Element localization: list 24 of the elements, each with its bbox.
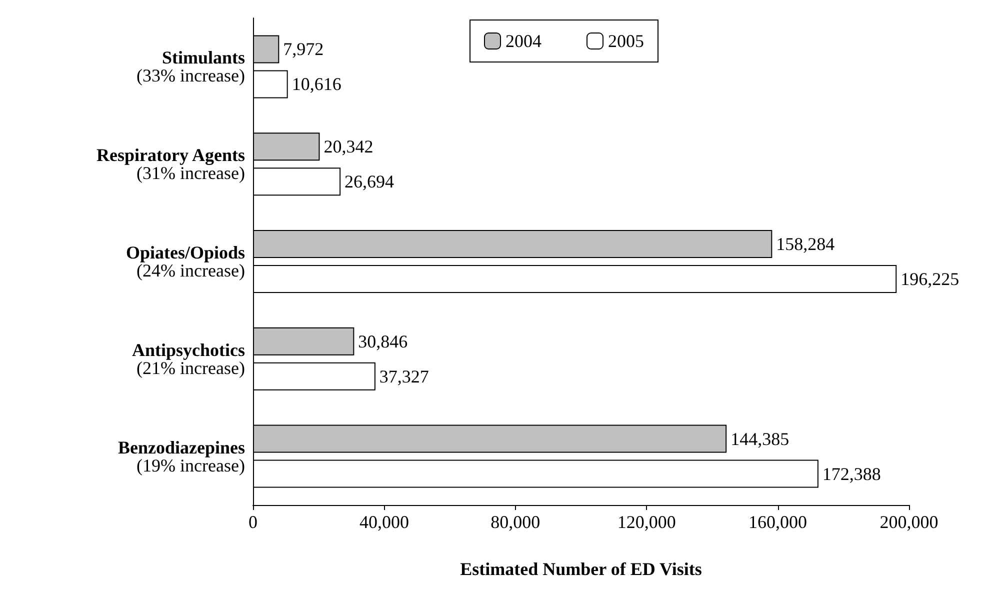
data-label: 30,846 (358, 331, 408, 352)
x-tick-label: 160,000 (748, 512, 808, 532)
data-label: 37,327 (379, 366, 429, 386)
x-tick-label: 80,000 (490, 512, 540, 532)
x-tick-label: 40,000 (359, 512, 409, 532)
legend-label: 2004 (506, 31, 542, 51)
legend-label: 2005 (608, 31, 644, 51)
data-label: 158,284 (776, 234, 835, 254)
data-label: 196,225 (900, 269, 960, 289)
x-tick-label: 0 (248, 512, 258, 532)
data-label: 172,388 (822, 464, 881, 484)
y-tick-label: Stimulants (33% increase) (136, 48, 245, 86)
y-tick-label: Opiates/Opiods (24% increase) (126, 242, 245, 280)
x-axis-title: Estimated Number of ED Visits (460, 559, 702, 579)
data-label: 144,385 (730, 428, 790, 449)
data-label: 26,694 (344, 172, 394, 192)
y-tick-label: Antipsychotics (21% increase) (132, 340, 245, 378)
y-tick-label: Respiratory Agents (31% increase) (96, 145, 245, 184)
y-tick-label: Benzodiazepines (19% increase) (118, 437, 245, 476)
x-tick-label: 120,000 (617, 512, 676, 532)
data-label: 7,972 (283, 39, 324, 60)
x-tick-label: 200,000 (880, 512, 938, 532)
data-label: 20,342 (324, 136, 374, 157)
data-label: 10,616 (292, 74, 342, 94)
